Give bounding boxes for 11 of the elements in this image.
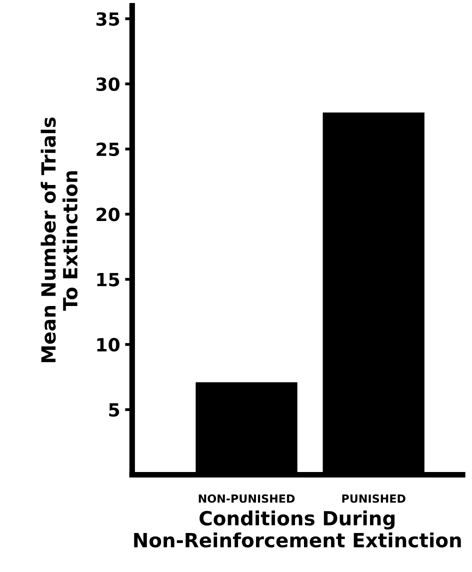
y-axis-title: Mean Number of Trials To Extinction	[40, 117, 78, 362]
y-tick-label: 5	[109, 403, 120, 417]
y-tick-label: 10	[97, 338, 120, 352]
x-tick-label: PUNISHED	[342, 494, 406, 503]
y-tick-label: 20	[96, 208, 120, 222]
x-tick-label: NON-PUNISHED	[198, 494, 295, 503]
x-axis-title: Conditions During Non-Reinforcement Extinction	[134, 510, 461, 548]
y-tick-label: 25	[96, 142, 120, 156]
y-tick-label: 35	[96, 12, 120, 26]
y-tick-label: 30	[96, 77, 120, 92]
y-tick-label: 15	[97, 273, 120, 286]
